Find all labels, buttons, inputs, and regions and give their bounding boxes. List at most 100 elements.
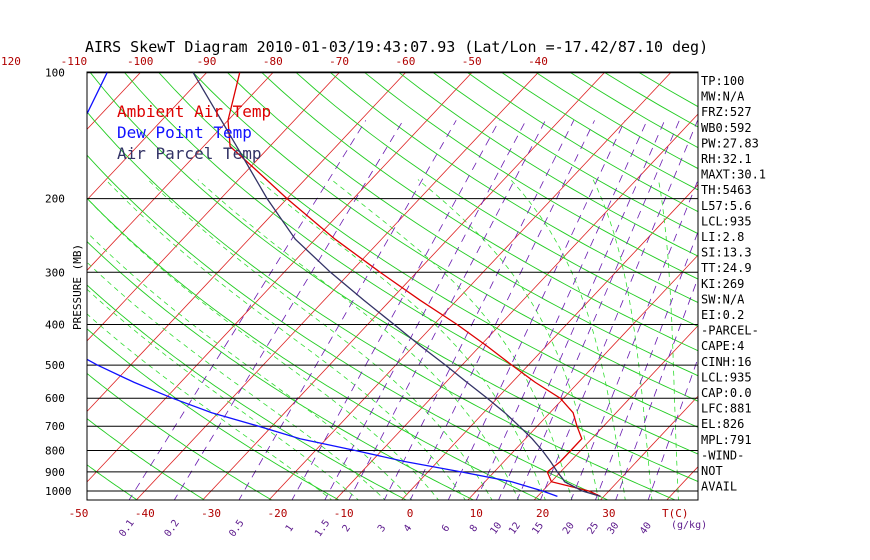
pressure-tick-label: 600 <box>45 392 65 405</box>
bottom-temp-tick-label: 10 <box>470 507 483 520</box>
isotherm-line <box>268 72 672 500</box>
moist-adiabat-line <box>510 179 626 500</box>
bottom-temp-tick-label: -50 <box>69 507 89 520</box>
dry-adiabat-line <box>501 72 698 191</box>
mixing-ratio-line <box>409 120 595 500</box>
chart-title: AIRS SkewT Diagram 2010-01-03/19:43:07.9… <box>85 38 708 56</box>
dry-adiabat-line <box>261 72 698 352</box>
mixing-ratio-unit-label: (g/kg) <box>671 520 707 531</box>
mixing-ratio-line <box>475 120 648 500</box>
isotherm-line <box>666 466 698 500</box>
moist-adiabat-line <box>331 179 573 500</box>
bottom-temp-tick-label: -10 <box>334 507 354 520</box>
bottom-temp-tick-label: 0 <box>407 507 414 520</box>
moist-adiabat-line <box>257 179 546 500</box>
mixing-ratio-tick-label: 40 <box>638 520 654 536</box>
isotherm-line <box>202 72 606 500</box>
top-temp-tick-label: -110 <box>61 55 88 68</box>
isotherm-line <box>87 72 407 413</box>
legend-entry: Dew Point Temp <box>117 123 252 142</box>
stat-line: TP:100 <box>701 74 744 88</box>
y-axis-label: PRESSURE (MB) <box>71 244 84 330</box>
stat-line: SI:13.3 <box>701 246 752 260</box>
mixing-ratio-tick-label: 2 <box>341 523 353 534</box>
sounding-traces <box>87 72 601 498</box>
stat-line: MAXT:30.1 <box>701 168 766 182</box>
pressure-tick-label: 900 <box>45 466 65 479</box>
stat-line: L57:5.6 <box>701 199 752 213</box>
bottom-temp-unit-label: T(C) <box>662 507 689 520</box>
pressure-tick-label: 200 <box>45 193 65 206</box>
stat-line: KI:269 <box>701 277 744 291</box>
mixing-ratio-tick-label: 6 <box>440 523 452 534</box>
stat-line: EI:0.2 <box>701 308 744 322</box>
mixing-ratio-line <box>539 120 698 500</box>
stat-line: CAP:0.0 <box>701 386 752 400</box>
dry-adiabat-line <box>398 72 698 257</box>
bottom-temp-tick-label: 30 <box>602 507 615 520</box>
top-temp-tick-label: -50 <box>462 55 482 68</box>
stat-line: LFC:881 <box>701 402 752 416</box>
mixing-ratio-line <box>128 120 367 500</box>
mixing-ratio-tick-label: 8 <box>468 523 480 534</box>
isotherm-line <box>533 325 698 500</box>
moist-adiabat-line <box>592 179 653 500</box>
stat-line: EL:826 <box>701 417 744 431</box>
stat-line: LCL:935 <box>701 214 752 228</box>
dry-adiabat-line <box>433 72 698 235</box>
mixing-ratio-tick-label: 10 <box>488 520 504 536</box>
stat-line: NOT <box>701 464 723 478</box>
mixing-ratio-tick-label: 1 <box>284 523 296 534</box>
mixing-ratio-tick-label: 12 <box>507 520 523 536</box>
mixing-ratio-line <box>348 120 546 500</box>
top-temp-tick-label: -80 <box>263 55 283 68</box>
top-temp-tick-label: -40 <box>528 55 548 68</box>
dry-adiabat-line <box>296 72 698 327</box>
isotherm-line <box>467 254 698 500</box>
dry-adiabat-line <box>227 72 698 377</box>
mixing-ratio-tick-label: 25 <box>585 520 601 536</box>
top-temp-tick-label: -60 <box>395 55 415 68</box>
dry-adiabat-line <box>364 72 698 280</box>
top-temp-tick-label: -70 <box>329 55 349 68</box>
isotherm-line <box>798 63 870 501</box>
mixing-ratio-tick-label: 20 <box>561 520 577 536</box>
mixing-ratio-tick-label: 30 <box>606 520 622 536</box>
stat-line: MPL:791 <box>701 433 752 447</box>
mixing-ratio-line <box>447 120 626 500</box>
isotherm-line <box>732 63 870 501</box>
bottom-temp-tick-label: 20 <box>536 507 549 520</box>
pressure-tick-label: 1000 <box>45 485 72 498</box>
stat-line: LCL:935 <box>701 370 752 384</box>
stat-line: RH:32.1 <box>701 152 752 166</box>
pressure-tick-label: 700 <box>45 420 65 433</box>
isotherm-line <box>400 184 698 500</box>
legend: Ambient Air Temp Dew Point Temp Air Parcel… <box>117 102 271 163</box>
isotherm-line <box>599 395 698 500</box>
dry-adiabat-line <box>467 72 698 213</box>
moist-adiabat-line <box>87 261 386 500</box>
stat-line: CINH:16 <box>701 355 752 369</box>
moist-adiabat-line <box>87 313 333 500</box>
moist-adiabat-line <box>658 179 679 500</box>
pressure-tick-label: 100 <box>45 67 65 80</box>
dry-adiabat-line <box>192 72 698 402</box>
top-temp-tick-label: -90 <box>197 55 217 68</box>
mixing-ratio-line <box>238 120 457 500</box>
stat-line: LI:2.8 <box>701 230 744 244</box>
mixing-ratio-line <box>291 120 500 500</box>
series-line-dew-point-temp <box>87 72 558 498</box>
series-line-air-parcel-temp <box>192 72 601 498</box>
dry-adiabat-line <box>124 72 698 455</box>
mixing-ratio-line <box>173 120 404 500</box>
pressure-tick-label: 400 <box>45 319 65 332</box>
moist-adiabat-line <box>197 179 520 500</box>
stat-line: FRZ:527 <box>701 105 752 119</box>
mixing-ratio-line <box>383 120 575 500</box>
top-temp-tick-label: -120 <box>0 55 21 68</box>
pressure-tick-label: 800 <box>45 444 65 457</box>
stat-line: CAPE:4 <box>701 339 744 353</box>
legend-entry: Ambient Air Temp <box>117 102 271 121</box>
